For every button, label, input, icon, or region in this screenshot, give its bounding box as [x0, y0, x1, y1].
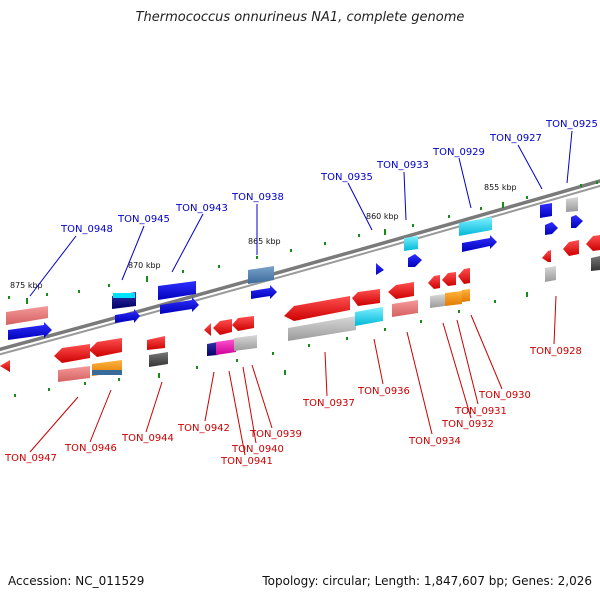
- reverse-genes: [0, 235, 600, 382]
- gene-label[interactable]: TON_0947: [4, 453, 57, 464]
- gene-ton-0932-b[interactable]: [430, 294, 445, 308]
- gene-label[interactable]: TON_0929: [432, 147, 485, 158]
- gene-ton-0943-b[interactable]: [160, 297, 199, 314]
- gene-extra-3[interactable]: [591, 256, 600, 271]
- gene-ton-0938[interactable]: [248, 266, 274, 284]
- gene-label[interactable]: TON_0945: [117, 214, 170, 225]
- gene-label[interactable]: TON_0927: [489, 133, 542, 144]
- scale-ticks: [8, 181, 598, 397]
- gene-ton-0932[interactable]: [428, 275, 440, 289]
- gene-ton-0930[interactable]: [458, 268, 470, 284]
- gene-label[interactable]: TON_0925: [545, 119, 598, 130]
- map-title: Thermococcus onnurineus NA1, complete ge…: [135, 10, 465, 25]
- gene-ton-0942[interactable]: [204, 323, 211, 336]
- kbp-label: 870 kbp: [128, 261, 161, 270]
- gene-ton-0933[interactable]: [404, 236, 418, 251]
- gene-ton-0946-c[interactable]: [92, 370, 122, 375]
- gene-label[interactable]: TON_0933: [376, 160, 429, 171]
- gene-ton-0929[interactable]: [459, 217, 492, 236]
- bottom-gene-labels: TON_0947 TON_0946 TON_0944 TON_0942 TON_…: [4, 346, 582, 467]
- gene-ton-0945-cyan[interactable]: [113, 293, 135, 298]
- gene-ton-0945-b[interactable]: [115, 309, 140, 323]
- genome-summary-text: Topology: circular; Length: 1,847,607 bp…: [262, 574, 592, 588]
- gene-label[interactable]: TON_0935: [320, 172, 373, 183]
- gene-ton-0941[interactable]: [207, 342, 218, 356]
- top-leaders: [29, 130, 573, 297]
- gene-ton-0944-b[interactable]: [149, 352, 168, 367]
- gene-ton-0927[interactable]: [540, 203, 552, 218]
- gene-label[interactable]: TON_0930: [478, 390, 531, 401]
- kbp-label: 855 kbp: [484, 183, 517, 192]
- gene-ton-0946[interactable]: [89, 338, 122, 357]
- kbp-label: 865 kbp: [248, 237, 281, 246]
- gene-ton-0935[interactable]: [376, 263, 384, 275]
- gene-ton-0943[interactable]: [158, 281, 196, 300]
- gene-label[interactable]: TON_0936: [357, 386, 410, 397]
- gene-ton-0933-b[interactable]: [408, 254, 422, 267]
- gene-ton-0948-b[interactable]: [8, 322, 52, 340]
- gene-ton-0927-b[interactable]: [545, 222, 558, 235]
- accession-text: Accession: NC_011529: [8, 574, 145, 588]
- gene-label[interactable]: TON_0946: [64, 443, 117, 454]
- kbp-label: 875 kbp: [10, 281, 43, 290]
- gene-ton-0948[interactable]: [6, 306, 48, 325]
- gene-ton-0936[interactable]: [352, 289, 380, 306]
- gene-ton-0947-b[interactable]: [54, 344, 90, 363]
- gene-label[interactable]: TON_0931: [454, 406, 507, 417]
- forward-genes: [6, 197, 583, 340]
- gene-ton-0936-b[interactable]: [355, 307, 383, 326]
- gene-ton-0925-b[interactable]: [571, 215, 583, 228]
- genome-backbone: [0, 179, 600, 356]
- gene-label[interactable]: TON_0938: [231, 192, 284, 203]
- gene-ton-0928-b[interactable]: [545, 266, 556, 282]
- bottom-leaders: [29, 295, 557, 456]
- gene-ton-0942-b[interactable]: [213, 319, 232, 335]
- gene-ton-0944[interactable]: [147, 336, 165, 350]
- kbp-label: 860 kbp: [366, 212, 399, 221]
- gene-ton-0947[interactable]: [0, 360, 10, 372]
- gene-label[interactable]: TON_0941: [220, 456, 273, 467]
- gene-ton-0941-b[interactable]: [234, 335, 257, 351]
- gene-ton-0938-b[interactable]: [251, 285, 277, 299]
- gene-label[interactable]: TON_0928: [529, 346, 582, 357]
- gene-ton-0931-b[interactable]: [445, 291, 462, 306]
- gene-label[interactable]: TON_0932: [441, 419, 494, 430]
- gene-ton-0939[interactable]: [232, 316, 254, 331]
- gene-label[interactable]: TON_0934: [408, 436, 461, 447]
- gene-label[interactable]: TON_0937: [302, 398, 355, 409]
- kbp-labels: 875 kbp 870 kbp 865 kbp 860 kbp 855 kbp: [10, 183, 517, 290]
- gene-label[interactable]: TON_0943: [175, 203, 228, 214]
- gene-ton-0934[interactable]: [388, 282, 414, 299]
- gene-label[interactable]: TON_0940: [231, 444, 284, 455]
- gene-ton-0947-c[interactable]: [58, 366, 90, 382]
- top-gene-labels: TON_0948 TON_0945 TON_0943 TON_0938 TON_…: [60, 119, 598, 235]
- gene-ton-0925[interactable]: [566, 197, 578, 212]
- gene-extra-2[interactable]: [586, 235, 600, 251]
- gene-ton-0929-b[interactable]: [462, 235, 497, 252]
- gene-ton-0937-b[interactable]: [288, 316, 356, 341]
- gene-label[interactable]: TON_0939: [249, 429, 302, 440]
- gene-extra-1[interactable]: [563, 240, 579, 256]
- gene-ton-0931[interactable]: [442, 272, 456, 286]
- gene-label[interactable]: TON_0948: [60, 224, 113, 235]
- gene-ton-0930-b[interactable]: [462, 289, 470, 302]
- gene-label[interactable]: TON_0942: [177, 423, 230, 434]
- gene-ton-0940[interactable]: [216, 339, 236, 355]
- gene-ton-0928[interactable]: [542, 250, 551, 262]
- gene-ton-0937[interactable]: [284, 296, 350, 321]
- gene-label[interactable]: TON_0944: [121, 433, 174, 444]
- gene-ton-0934-b[interactable]: [392, 300, 418, 317]
